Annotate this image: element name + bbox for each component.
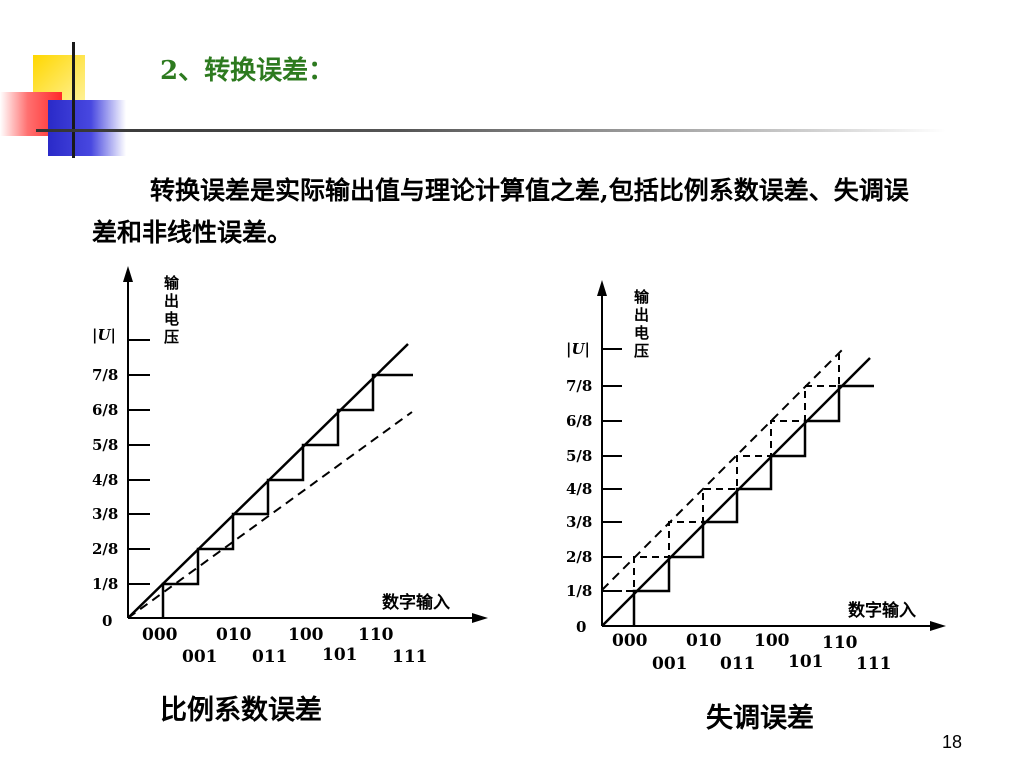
deco-horizontal-line: [36, 129, 946, 132]
y-tick-label: 6/8: [92, 401, 118, 419]
y-tick-label: 5/8: [566, 447, 592, 465]
y-tick-label: 0: [576, 618, 586, 636]
x-tick-label: 001: [182, 647, 218, 667]
x-axis-arrow: [930, 621, 946, 631]
y-tick-marks: [602, 348, 622, 592]
x-tick-label: 100: [288, 625, 324, 645]
staircase-offset: [602, 354, 840, 592]
y-tick-label: 5/8: [92, 436, 118, 454]
x-axis-arrow: [472, 613, 488, 623]
y-axis-title-char: 压: [634, 342, 649, 360]
x-tick-label: 101: [788, 652, 824, 672]
diagram-offset-error: 0 1/8 2/8 3/8 4/8 5/8 6/8 7/8 |U| 输 出 电 …: [566, 280, 946, 674]
x-tick-label: 110: [822, 633, 858, 653]
x-tick-label: 101: [322, 645, 358, 665]
y-tick-label: 4/8: [566, 480, 592, 498]
y-tick-label: 2/8: [92, 540, 118, 558]
y-axis-title-char: 输: [634, 288, 650, 306]
x-tick-label: 011: [720, 654, 756, 674]
deco-vertical-line: [72, 42, 75, 158]
y-axis-arrow: [123, 266, 133, 282]
paragraph-text: 转换误差是实际输出值与理论计算值之差,包括比例系数误差、失调误差和非线性误差。: [92, 176, 909, 247]
scale-error-line: [127, 411, 413, 619]
x-tick-label: 001: [652, 654, 688, 674]
y-tick-label: 0: [102, 612, 112, 630]
page-number: 18: [942, 732, 963, 752]
y-axis-title-char: 电: [634, 324, 649, 342]
slide-title: 2、转换误差：: [160, 56, 335, 86]
offset-error-line: [601, 349, 843, 591]
y-axis-title-char: 出: [164, 292, 179, 310]
y-tick-label: 1/8: [92, 575, 118, 593]
caption-offset-error: 失调误差: [706, 703, 814, 734]
y-tick-label: 3/8: [566, 513, 592, 531]
x-tick-label: 000: [612, 631, 648, 651]
y-axis-title-char: 电: [164, 310, 179, 328]
y-tick-marks: [128, 339, 150, 585]
y-tick-label: 7/8: [566, 377, 592, 395]
y-tick-label: 6/8: [566, 412, 592, 430]
y-tick-label: 7/8: [92, 366, 118, 384]
x-tick-label: 100: [754, 631, 790, 651]
caption-scale-error: 比例系数误差: [160, 695, 322, 726]
x-axis-title: 数字输入: [382, 592, 450, 613]
x-tick-label: 010: [216, 625, 252, 645]
x-tick-label: 010: [686, 631, 722, 651]
y-axis-label: |U|: [566, 340, 590, 358]
y-axis-title-char: 出: [634, 306, 649, 324]
diagram-scale-error: 0 1/8 2/8 3/8 4/8 5/8 6/8 7/8 |U| 输 出 电 …: [92, 266, 488, 667]
y-tick-label: 1/8: [566, 582, 592, 600]
x-tick-label: 000: [142, 625, 178, 645]
staircase-output: [161, 373, 413, 618]
body-paragraph: 转换误差是实际输出值与理论计算值之差,包括比例系数误差、失调误差和非线性误差。: [92, 170, 912, 254]
x-tick-label: 110: [358, 625, 394, 645]
y-axis-label: |U|: [92, 326, 116, 344]
y-tick-label: 4/8: [92, 471, 118, 489]
staircase-ideal: [632, 384, 874, 626]
x-axis-title: 数字输入: [848, 600, 916, 621]
y-axis-title-char: 压: [164, 328, 179, 346]
x-tick-label: 111: [856, 654, 892, 674]
y-axis-arrow: [597, 280, 607, 296]
x-tick-label: 111: [392, 647, 428, 667]
deco-blue-square: [48, 100, 126, 156]
y-axis-title-char: 输: [164, 274, 180, 292]
y-tick-label: 2/8: [566, 548, 592, 566]
y-tick-label: 3/8: [92, 505, 118, 523]
x-tick-label: 011: [252, 647, 288, 667]
